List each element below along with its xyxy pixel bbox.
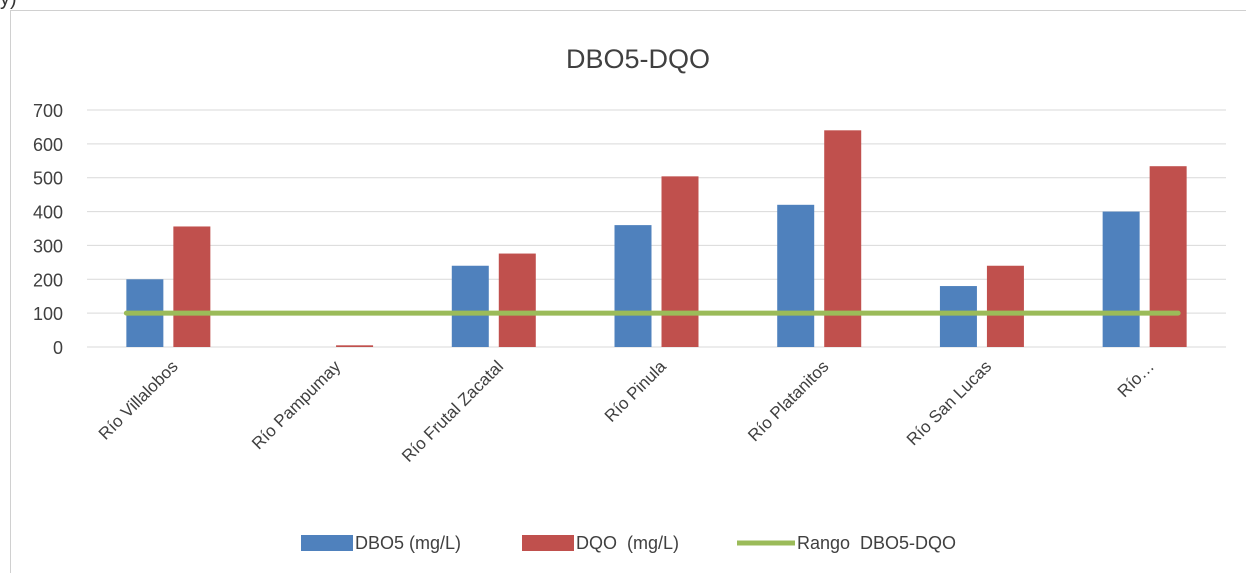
y-tick-label: 600 (33, 135, 63, 155)
bar-dqo (661, 176, 699, 347)
bar-chart: DBO5-DQO 0 100 200 300 400 500 600 700 Río Vill… (33, 44, 1226, 553)
y-tick-label: 700 (33, 101, 63, 121)
y-tick-label: 500 (33, 169, 63, 189)
x-tick-label: Río Villalobos (95, 357, 182, 444)
x-tick-label: Río Frutal Zacatal (398, 357, 507, 466)
x-tick-label: Río… (1114, 357, 1158, 401)
bar-dqo (336, 345, 374, 347)
x-axis-ticks: Río Villalobos Río Pampumay Río Frutal Zac… (95, 356, 1158, 465)
bar-dbo5 (777, 204, 815, 347)
y-tick-label: 0 (53, 338, 63, 358)
y-tick-label: 100 (33, 304, 63, 324)
chart-frame: DBO5-DQO 0 100 200 300 400 500 600 700 Río Vill… (10, 10, 1246, 573)
y-tick-label: 300 (33, 236, 63, 256)
bar-dqo (986, 265, 1024, 347)
bar-dqo (173, 226, 211, 347)
legend-swatch (522, 535, 574, 551)
bar-dbo5 (451, 265, 489, 347)
legend-label: DQO (mg/L) (576, 533, 679, 553)
x-tick-label: Río Pinula (601, 356, 670, 425)
page-text-fragment: y) (0, 0, 17, 11)
bar-dbo5 (614, 225, 652, 347)
bar-dbo5 (939, 286, 977, 347)
legend: DBO5 (mg/L) DQO (mg/L) Rango DBO5-DQO (301, 533, 956, 553)
bar-dqo (1149, 166, 1187, 347)
x-tick-label: Río Platanitos (744, 357, 832, 445)
bar-dqo (498, 253, 536, 347)
legend-label: DBO5 (mg/L) (355, 533, 461, 553)
bar-dbo5 (1102, 211, 1140, 347)
x-tick-label: Río Pampumay (248, 357, 345, 454)
chart-title: DBO5-DQO (566, 44, 710, 74)
y-tick-label: 400 (33, 203, 63, 223)
x-tick-label: Río San Lucas (903, 357, 995, 449)
y-axis-ticks: 0 100 200 300 400 500 600 700 (33, 101, 63, 358)
y-tick-label: 200 (33, 270, 63, 290)
legend-label: Rango DBO5-DQO (797, 533, 956, 553)
legend-swatch (301, 535, 353, 551)
